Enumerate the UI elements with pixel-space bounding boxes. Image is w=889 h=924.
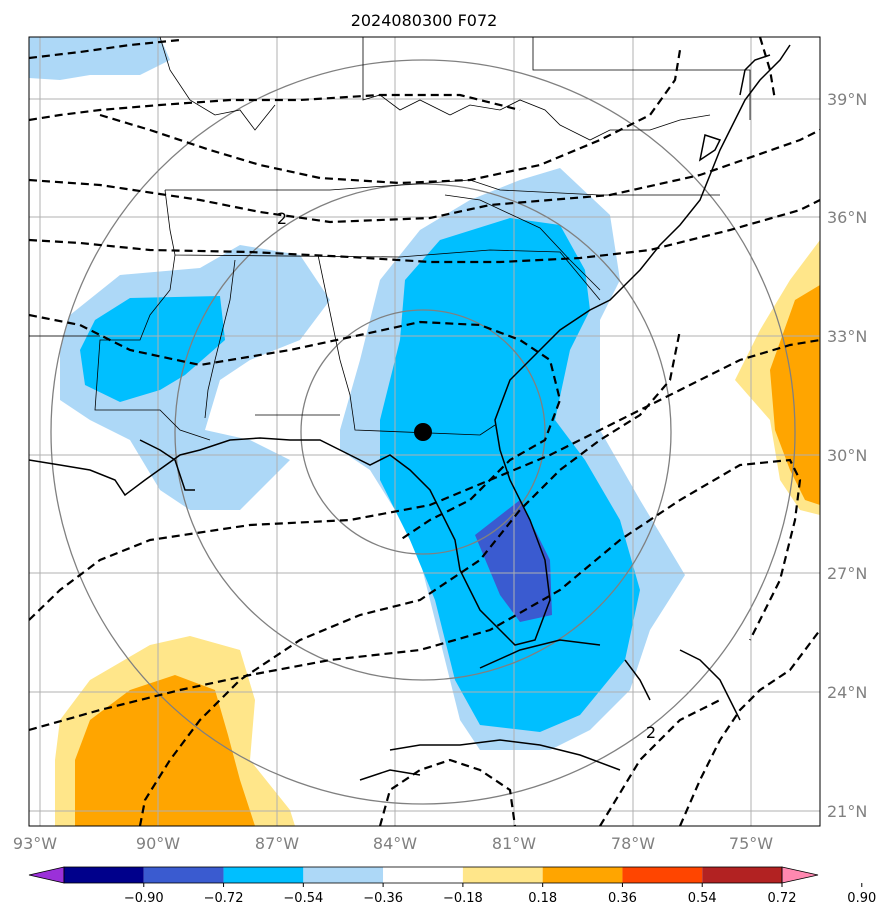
lon-label: 75°W — [729, 834, 773, 853]
colorbar-tick-label: 0.90 — [847, 891, 876, 906]
colorbar-tick-label: 0.18 — [528, 891, 557, 906]
lon-label: 87°W — [255, 834, 299, 853]
lat-label: 27°N — [827, 564, 867, 583]
longitude-labels: 93°W 90°W 87°W 84°W 81°W 78°W 75°W — [13, 834, 773, 853]
lat-label: 39°N — [827, 90, 867, 109]
colorbar: −0.90 −0.72 −0.54 −0.36 −0.18 0.18 0.36 0.54 0.7… — [28, 866, 876, 906]
colorbar-tick-label: 0.36 — [608, 891, 637, 906]
colorbar-tick-label: 0.72 — [768, 891, 797, 906]
lon-label: 90°W — [136, 834, 180, 853]
colorbar-extend-low — [28, 866, 65, 884]
lon-label: 78°W — [611, 834, 655, 853]
lat-label: 33°N — [827, 327, 867, 346]
map-title: 2024080300 F072 — [351, 11, 498, 30]
colorbar-segment — [542, 867, 623, 883]
colorbar-tick-label: −0.72 — [204, 891, 244, 906]
lon-label: 81°W — [492, 834, 536, 853]
contour-label-north: 2 — [277, 209, 287, 228]
lat-label: 30°N — [827, 446, 867, 465]
latitude-labels: 39°N 36°N 33°N 30°N 27°N 24°N 21°N — [827, 90, 867, 821]
dashed-contours — [29, 37, 820, 826]
range-rings — [50, 59, 796, 805]
lat-label: 21°N — [827, 802, 867, 821]
colorbar-segment — [462, 867, 543, 883]
storm-center-marker — [414, 423, 432, 441]
lat-label: 36°N — [827, 208, 867, 227]
colorbar-tick-label: −0.90 — [124, 891, 164, 906]
colorbar-tick-label: 0.54 — [688, 891, 717, 906]
colorbar-segment — [64, 867, 144, 883]
colorbar-segment — [702, 867, 782, 883]
colorbar-tick-label: −0.54 — [283, 891, 323, 906]
colorbar-segment — [223, 867, 304, 883]
colorbar-tick-label: −0.18 — [443, 891, 483, 906]
colorbar-border — [63, 866, 783, 884]
coastlines — [29, 44, 791, 781]
map-frame — [28, 36, 821, 827]
colorbar-segment — [303, 867, 384, 883]
state-borders — [29, 37, 751, 441]
lon-label: 84°W — [373, 834, 417, 853]
colorbar-segment — [622, 867, 703, 883]
colorbar-segment — [383, 867, 463, 883]
colorbar-segment — [143, 867, 224, 883]
colorbar-tick-label: −0.36 — [363, 891, 403, 906]
map-area: 2 2 — [29, 37, 820, 826]
colorbar-extend-high — [781, 866, 819, 884]
filled-anomaly-field — [29, 37, 820, 826]
lon-label: 93°W — [13, 834, 57, 853]
contour-label-southeast: 2 — [646, 723, 656, 742]
lat-label: 24°N — [827, 683, 867, 702]
